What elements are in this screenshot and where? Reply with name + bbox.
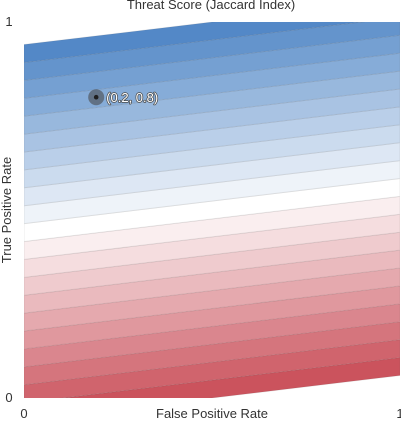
- x-tick-label-1: 1: [396, 406, 401, 421]
- contour-band-11: [24, 177, 400, 243]
- point-label-0: (0.2, 0.8): [106, 90, 158, 105]
- chart-title: Threat Score (Jaccard Index): [127, 0, 295, 12]
- x-tick-label-0: 0: [20, 406, 27, 421]
- contour-band-3: [24, 321, 400, 386]
- contour-band-7: [24, 249, 400, 314]
- point-marker-0: [93, 94, 99, 100]
- x-axis-label: False Positive Rate: [156, 406, 268, 421]
- contour-band-2: [24, 339, 400, 398]
- contour-band-6: [24, 267, 400, 332]
- point-markers: (0.2, 0.8): [88, 89, 159, 106]
- contour-band-9: [24, 213, 400, 278]
- contour-band-1: [58, 357, 400, 398]
- contour-band-15: [24, 106, 400, 171]
- contour-band-5: [24, 285, 400, 350]
- y-tick-label-0: 0: [5, 390, 12, 405]
- contour-band-13: [24, 142, 400, 207]
- contour-band-19: [24, 34, 400, 99]
- contour-band-20: [24, 22, 400, 81]
- contour-band-17: [24, 70, 400, 135]
- contour-band-12: [24, 160, 400, 225]
- contour-band-14: [24, 124, 400, 189]
- y-axis-ticks: 01: [5, 14, 12, 405]
- plot-area: [24, 22, 400, 398]
- contour-band-8: [24, 231, 400, 296]
- contour-band-21: [24, 22, 366, 63]
- contour-band-10: [24, 195, 400, 260]
- contour-band-4: [24, 303, 400, 368]
- y-axis-label: True Positive Rate: [0, 157, 14, 263]
- contour-band-18: [24, 52, 400, 117]
- y-tick-label-1: 1: [5, 14, 12, 29]
- contour-band-16: [24, 88, 400, 153]
